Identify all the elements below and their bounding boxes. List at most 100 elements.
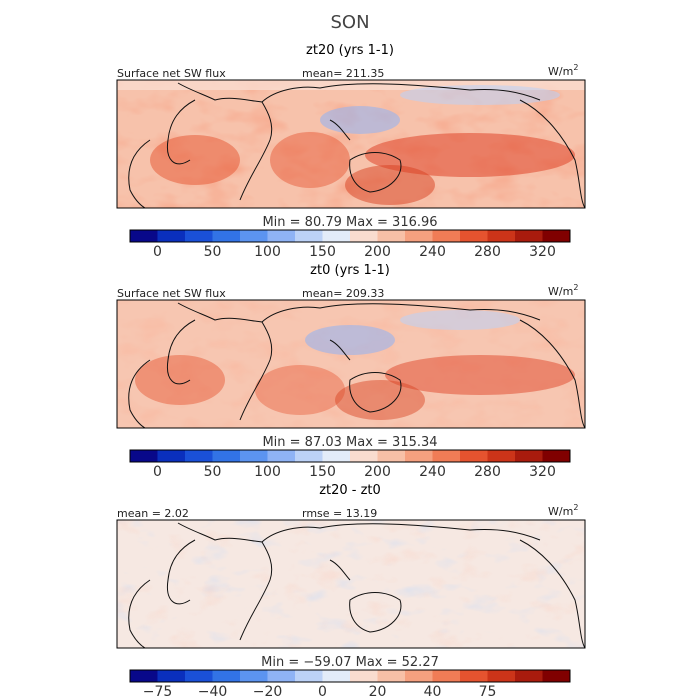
colorbar-3-segment (130, 670, 158, 682)
colorbar-1-segment (185, 230, 213, 242)
panel-1: zt20 (yrs 1-1) Surface net SW flux mean=… (116, 43, 586, 260)
colorbar-2-segment (405, 450, 433, 462)
colorbar-1-segment (212, 230, 241, 242)
panel-1-mean: mean= 211.35 (302, 67, 384, 80)
panel-1-variable: Surface net SW flux (117, 67, 226, 80)
panel-2-minmax: Min = 87.03 Max = 315.34 (262, 435, 437, 450)
panel-2-units: W/m2 (548, 283, 578, 298)
colorbar-2-tick-label: 320 (529, 464, 556, 480)
panel-3: zt20 - zt0 mean = 2.02 rmse = 13.19 W/m2… (116, 483, 586, 700)
colorbar-2-segment (460, 450, 488, 462)
colorbar-2-tick-label: 200 (364, 464, 391, 480)
colorbar-1-segment (322, 230, 351, 242)
colorbar-2-tick-label: 100 (254, 464, 281, 480)
colorbar-3-segment (267, 670, 296, 682)
colorbar-1-tick-label: 100 (254, 244, 281, 260)
colorbar-1-segment (432, 230, 461, 242)
colorbar-2-segment (130, 450, 158, 462)
colorbar-3-segment (212, 670, 241, 682)
colorbar-2-segment (240, 450, 268, 462)
panel-3-map (117, 520, 585, 648)
colorbar-3-tick-label: 20 (369, 684, 387, 700)
colorbar-1-segment (350, 230, 378, 242)
panel-3-minmax: Min = −59.07 Max = 52.27 (261, 655, 439, 670)
colorbar-3-segment (377, 670, 406, 682)
colorbar-1-tick-label: 0 (153, 244, 162, 260)
colorbar-2-tick-label: 150 (309, 464, 336, 480)
panel-1-colorbar: 0 50 100 150 200 240 280 320 (129, 229, 571, 260)
colorbar-1-segment (405, 230, 433, 242)
panel-1-map (117, 80, 585, 208)
panel-1-title: zt20 (yrs 1-1) (306, 43, 394, 58)
colorbar-3-segment (157, 670, 186, 682)
panel-3-frame (116, 519, 586, 649)
colorbar-1-segment (295, 230, 323, 242)
panel-3-coastlines (128, 522, 585, 648)
panel-2-frame (116, 299, 586, 429)
colorbar-3-segment (515, 670, 543, 682)
colorbar-3-segment (350, 670, 378, 682)
colorbar-3-tick-label: −20 (253, 684, 283, 700)
panel-1-units: W/m2 (548, 63, 578, 78)
colorbar-3-tick-label: 75 (479, 684, 497, 700)
panel-2-colorbar: 0 50 100 150 200 240 280 320 (129, 449, 571, 480)
colorbar-3-segment (295, 670, 323, 682)
colorbar-2-segment (487, 450, 516, 462)
colorbar-2-segment (212, 450, 241, 462)
colorbar-1-segment (542, 230, 571, 242)
colorbar-2-segment (515, 450, 543, 462)
colorbar-3-segment (460, 670, 488, 682)
colorbar-2-frame (129, 449, 571, 463)
colorbar-3-tick-label: 0 (318, 684, 327, 700)
colorbar-2-tick-label: 0 (153, 464, 162, 480)
panel-2-map (117, 300, 585, 428)
colorbar-1-segment (460, 230, 488, 242)
colorbar-3-frame (129, 669, 571, 683)
panel-3-title: zt20 - zt0 (319, 483, 381, 498)
colorbar-2-segment (322, 450, 351, 462)
colorbar-2-segment (542, 450, 571, 462)
colorbar-1-segment (377, 230, 406, 242)
colorbar-3-segment (240, 670, 268, 682)
panel-2: zt0 (yrs 1-1) Surface net SW flux mean= … (116, 263, 586, 480)
colorbar-1-segment (487, 230, 516, 242)
colorbar-3-segment (432, 670, 461, 682)
season-title: SON (330, 12, 369, 33)
panel-2-title: zt0 (yrs 1-1) (310, 263, 390, 278)
colorbar-3-tick-label: −75 (143, 684, 173, 700)
colorbar-1-segment (130, 230, 158, 242)
colorbar-1-tick-label: 240 (419, 244, 446, 260)
colorbar-3-segment (405, 670, 433, 682)
panel-1-coastlines (128, 82, 585, 208)
colorbar-2-segment (377, 450, 406, 462)
colorbar-2-segment (267, 450, 296, 462)
panel-3-colorbar: −75 −40 −20 0 20 40 75 (129, 669, 571, 700)
panel-2-variable: Surface net SW flux (117, 287, 226, 300)
colorbar-3-tick-label: 40 (424, 684, 442, 700)
colorbar-3-segment (542, 670, 571, 682)
colorbar-3-segment (322, 670, 351, 682)
panel-2-coastlines (128, 302, 585, 428)
colorbar-2-segment (185, 450, 213, 462)
colorbar-2-segment (350, 450, 378, 462)
colorbar-1-segment (240, 230, 268, 242)
colorbar-1-tick-label: 50 (204, 244, 222, 260)
colorbar-1-segment (157, 230, 186, 242)
colorbar-1-tick-label: 320 (529, 244, 556, 260)
panel-1-minmax: Min = 80.79 Max = 316.96 (262, 215, 437, 230)
colorbar-2-tick-label: 50 (204, 464, 222, 480)
panel-3-mean: mean = 2.02 (117, 507, 189, 520)
colorbar-2-tick-label: 280 (474, 464, 501, 480)
colorbar-1-segment (267, 230, 296, 242)
colorbar-1-frame (129, 229, 571, 243)
colorbar-2-segment (157, 450, 186, 462)
colorbar-2-tick-label: 240 (419, 464, 446, 480)
colorbar-3-segment (185, 670, 213, 682)
colorbar-2-segment (432, 450, 461, 462)
colorbar-1-tick-label: 150 (309, 244, 336, 260)
colorbar-3-segment (487, 670, 516, 682)
panel-3-rmse: rmse = 13.19 (302, 507, 377, 520)
colorbar-1-segment (515, 230, 543, 242)
panel-3-units: W/m2 (548, 503, 578, 518)
